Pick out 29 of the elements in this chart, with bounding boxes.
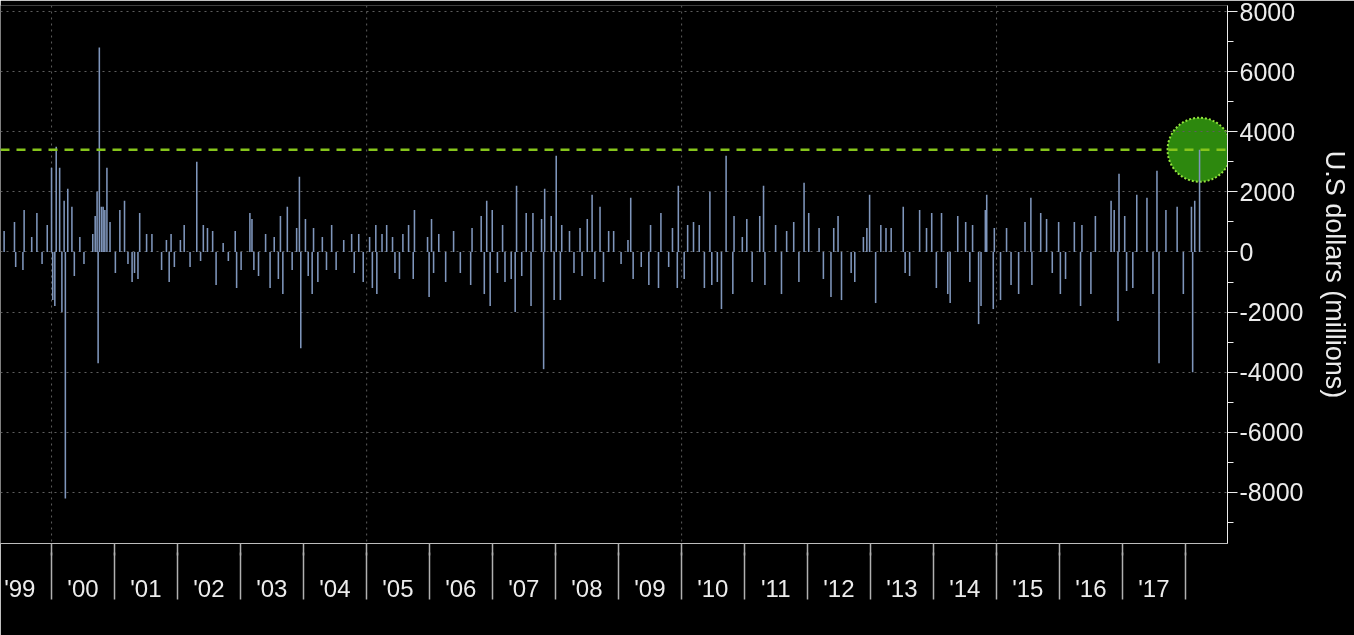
x-tick-label: '13	[886, 574, 918, 602]
x-tick-label: '15	[1012, 574, 1044, 602]
x-tick-label: '12	[823, 574, 855, 602]
y-tick-label: -2000	[1239, 298, 1304, 327]
x-tick-label: '09	[634, 574, 666, 602]
x-tick-label: '16	[1075, 574, 1107, 602]
x-tick-label: '10	[697, 574, 729, 602]
y-axis-title: U.S dollars (millions)	[1320, 150, 1351, 399]
x-tick-label: '14	[949, 574, 981, 602]
x-tick-label: '17	[1138, 574, 1170, 602]
x-tick-label: '99	[4, 574, 36, 602]
y-tick-label: 8000	[1239, 0, 1296, 26]
x-tick-label: '06	[445, 574, 477, 602]
y-tick-label: 0	[1239, 237, 1254, 266]
x-tick-label: '04	[319, 574, 351, 602]
x-tick-label: '08	[571, 574, 603, 602]
y-tick-label: 2000	[1239, 177, 1296, 206]
x-tick-label: '01	[130, 574, 162, 602]
x-tick-label: '05	[382, 574, 414, 602]
y-tick-label: -4000	[1239, 358, 1304, 387]
y-tick-label: 6000	[1239, 57, 1296, 86]
y-tick-label: -8000	[1239, 478, 1304, 507]
x-tick-label: '03	[256, 574, 288, 602]
y-tick-label: -6000	[1239, 418, 1304, 447]
x-tick-label: '02	[193, 574, 225, 602]
x-tick-label: '00	[67, 574, 99, 602]
x-tick-label: '07	[508, 574, 540, 602]
y-tick-label: 4000	[1239, 117, 1296, 146]
x-tick-label: '11	[761, 574, 791, 602]
